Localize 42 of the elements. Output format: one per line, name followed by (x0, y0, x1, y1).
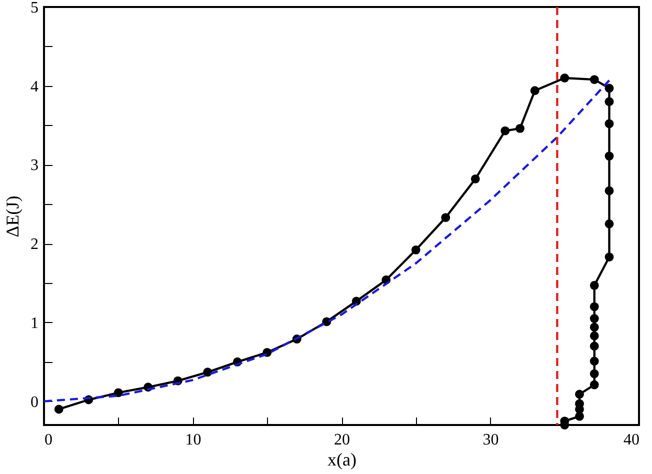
y-tick-label: 1 (30, 314, 38, 332)
x-tick-label: 10 (185, 432, 202, 448)
y-tick-label: 0 (30, 394, 38, 411)
point (575, 412, 584, 421)
point (604, 119, 614, 128)
point (590, 75, 599, 84)
point (590, 380, 599, 390)
point (203, 368, 212, 377)
point (575, 390, 584, 399)
point (604, 186, 614, 196)
point (590, 302, 599, 312)
point (590, 280, 599, 290)
y-tick-label: 4 (30, 78, 38, 96)
point (411, 245, 420, 254)
point (590, 369, 599, 378)
point (604, 219, 614, 228)
point (604, 97, 614, 106)
point (441, 213, 450, 222)
point (604, 84, 614, 93)
point (590, 322, 599, 332)
y-tick-label: 3 (30, 157, 38, 174)
point (590, 314, 599, 323)
point (590, 331, 599, 340)
x-axis-title: x(a) (328, 450, 356, 470)
point (500, 126, 510, 136)
x-tick-label: 20 (334, 432, 350, 448)
x-tick-label: 0 (44, 432, 52, 448)
x-tick-label: 40 (624, 432, 640, 448)
point (530, 86, 540, 96)
point (604, 252, 614, 262)
y-tick-label: 5 (30, 0, 38, 16)
y-axis-title: ΔE(J) (2, 196, 22, 238)
point (590, 356, 599, 366)
point (590, 342, 599, 351)
point (54, 404, 64, 414)
point (114, 388, 123, 398)
point (516, 124, 524, 133)
point (470, 174, 480, 184)
x-tick-label: 30 (482, 432, 499, 448)
y-tick-label: 2 (30, 236, 38, 254)
point (604, 152, 614, 161)
point (560, 74, 570, 82)
